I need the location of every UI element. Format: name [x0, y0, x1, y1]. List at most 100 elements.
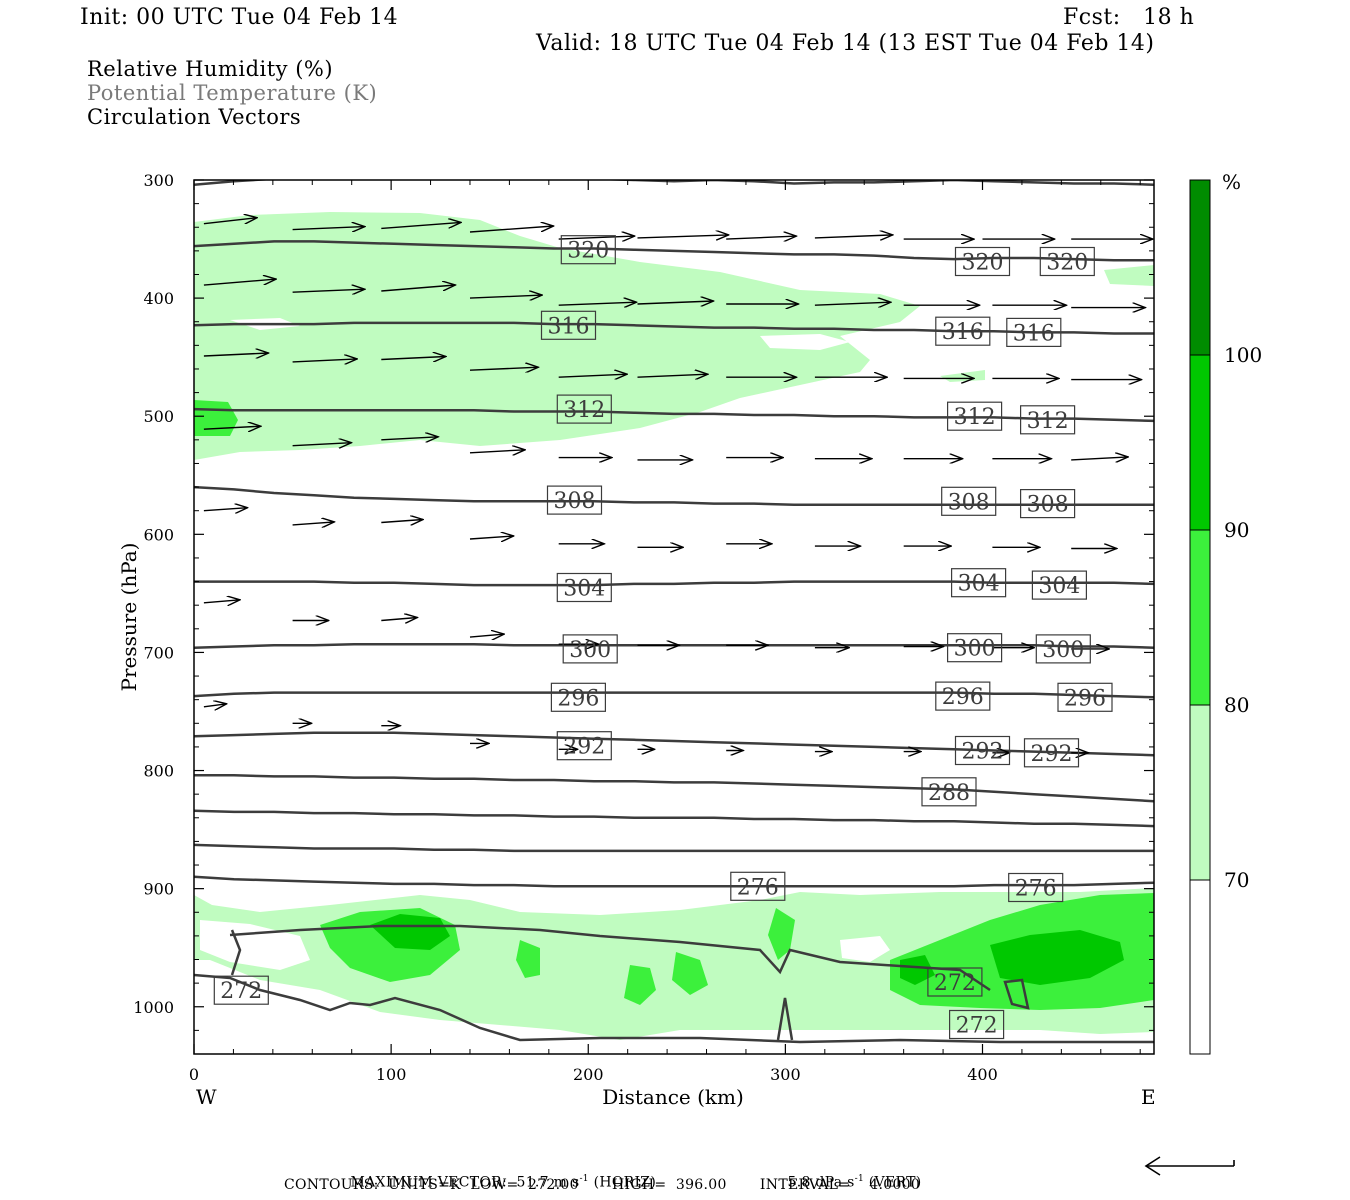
y-tick-label: 1000: [133, 998, 174, 1017]
max-vector-vert: 5.8 dPa s: [787, 1174, 855, 1191]
x-tick-label: 300: [770, 1065, 801, 1084]
contour-label-text: 300: [569, 638, 611, 663]
contour-label-text: 276: [1015, 877, 1057, 902]
contour-label-box: [556, 394, 612, 424]
contour-label-box: [546, 485, 603, 515]
colorbar-label-70: 70: [1224, 868, 1249, 892]
isentrope-280: [194, 843, 1154, 853]
contour-label-text: 292: [563, 735, 605, 760]
contour-label-box: [1035, 634, 1091, 664]
contour-label-box: [562, 634, 618, 664]
contour-label-box: [1019, 405, 1076, 435]
vert-exponent: -1: [854, 1174, 865, 1184]
circulation-vector: [469, 226, 554, 233]
rh-90-core-west: [370, 914, 450, 950]
contour-label-text: 316: [1013, 321, 1055, 346]
contour-label-text: 304: [563, 577, 605, 602]
contour-label-312: 312: [1019, 405, 1076, 435]
contour-label-box: [927, 967, 983, 997]
contour-label-text: 296: [557, 686, 599, 711]
contour-label-text: 272: [934, 971, 976, 996]
isentrope-296: [194, 691, 1154, 699]
colorbar-band-90: [1190, 355, 1210, 530]
circulation-vectors: [203, 218, 1153, 753]
contour-label-320: 320: [1039, 246, 1095, 277]
contour-label-text: 276: [737, 875, 779, 900]
contour-label-text: 288: [928, 781, 970, 806]
isentrope-292: [194, 731, 1154, 757]
contour-label-text: 292: [962, 740, 1004, 765]
west-label: W: [196, 1085, 217, 1109]
contour-label-text: 308: [1027, 493, 1069, 518]
contour-label-272: 272: [213, 975, 269, 1005]
circulation-vector: [292, 522, 335, 525]
colorbar: % 100 90 80 70: [1189, 170, 1262, 1055]
contour-label-text: 316: [548, 314, 590, 339]
contour-label-box: [560, 235, 616, 265]
y-tick-label: 600: [143, 525, 174, 544]
circulation-vector: [637, 235, 729, 238]
colorbar-band-below-70: [1190, 880, 1210, 1054]
footer-contours: CONTOURS: UNITS=K LOW= 272.00 HIGH= 396.…: [284, 1177, 921, 1193]
circulation-vector: [637, 374, 708, 377]
contour-label-box: [935, 681, 991, 711]
horiz-exponent: -1: [579, 1174, 589, 1184]
contour-label-box: [954, 246, 1011, 277]
contour-label-300: 300: [562, 634, 618, 664]
vert-unit: (VERT): [864, 1174, 922, 1191]
circulation-vector: [381, 520, 423, 523]
isentrope-288: [194, 774, 1154, 803]
contour-label-304: 304: [950, 568, 1007, 598]
circulation-vector: [1071, 457, 1128, 460]
circulation-vector: [292, 227, 365, 230]
rh-70-upper-region: [194, 212, 920, 460]
contour-label-box: [946, 633, 1003, 663]
reference-vector-arrow: [1144, 1156, 1235, 1176]
contour-label-text: 320: [567, 239, 609, 264]
contour-label-308: 308: [546, 485, 603, 515]
contour-label-box: [550, 682, 607, 712]
surface-contours: [194, 924, 1154, 1044]
circulation-vector: [814, 235, 893, 238]
contour-label-text: 312: [954, 405, 996, 430]
y-tick-label: 700: [143, 643, 174, 662]
colorbar-band-80: [1190, 530, 1210, 705]
contour-label-text: 316: [942, 320, 984, 345]
contour-label-box: [540, 310, 597, 340]
rh-70-upper-right-sliver: [940, 370, 985, 382]
isentrope-312: [194, 407, 1154, 423]
contour-label-320: 320: [560, 235, 616, 265]
circulation-vector: [203, 508, 248, 511]
potential-temperature-contours: [194, 180, 1154, 888]
contour-label-304: 304: [556, 572, 612, 603]
contour-272-upper: [194, 973, 1154, 1044]
isentrope-316: [194, 321, 1154, 335]
circulation-vector: [814, 302, 891, 305]
contour-272-mid: [229, 924, 991, 992]
contour-label-296: 296: [935, 681, 991, 711]
contour-label-text: 308: [948, 490, 990, 515]
y-tick-label: 900: [143, 880, 174, 899]
circulation-vector: [469, 295, 542, 298]
contour-label-292: 292: [954, 735, 1011, 766]
contour-label-box: [730, 871, 786, 901]
east-label: E: [1141, 1085, 1156, 1109]
circulation-vector: [381, 357, 446, 360]
y-tick-label: 500: [143, 407, 174, 426]
footer-max-vector-vert: 5.8 dPa s-1 (VERT): [778, 1158, 922, 1191]
circulation-vector: [292, 359, 358, 362]
contour-label-box: [954, 735, 1011, 766]
contour-label-272: 272: [948, 1009, 1005, 1040]
contour-label-box: [556, 572, 612, 603]
axes: 0 100 200 300 400 300 400 500 600 700 800 900 1000: [133, 171, 1154, 1084]
rh-80-core-mid-4: [768, 908, 795, 960]
contour-label-box: [1039, 246, 1095, 277]
colorbar-band-70: [1190, 705, 1210, 880]
contour-label-272: 272: [927, 967, 983, 997]
circulation-vector: [469, 367, 538, 370]
contour-label-296: 296: [550, 682, 607, 712]
contour-label-text: 300: [954, 637, 996, 662]
valid-time: Valid: 18 UTC Tue 04 Feb 14 (13 EST Tue …: [536, 31, 1155, 56]
circulation-vector: [203, 353, 269, 356]
